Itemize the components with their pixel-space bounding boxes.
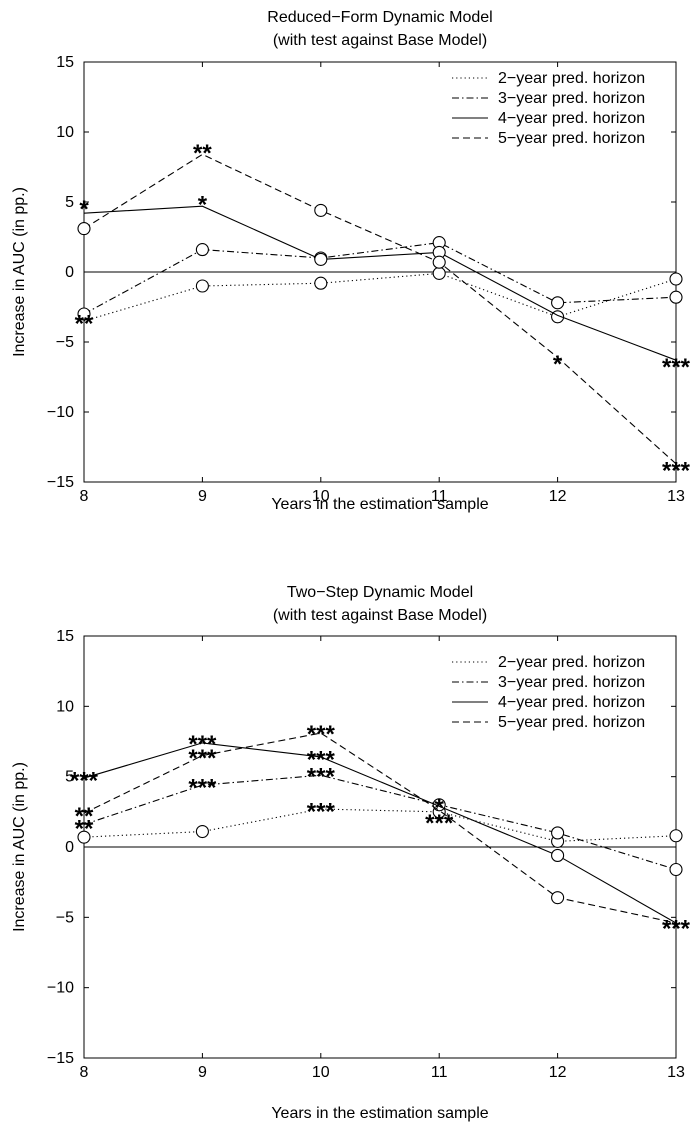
- x-tick-label: 9: [198, 1064, 207, 1081]
- series-line-3-year-pred-horizon: [83, 242, 677, 315]
- data-point-marker: [314, 252, 328, 266]
- significance-label: ***: [425, 810, 454, 837]
- data-point-marker: [669, 272, 683, 286]
- series-line-4-year-pred-horizon: [83, 205, 677, 361]
- series-line-5-year-pred-horizon: [83, 732, 677, 924]
- legend-label: 5−year pred. horizon: [498, 714, 645, 731]
- data-point-marker: [77, 222, 91, 236]
- y-tick-label: 15: [56, 628, 74, 645]
- significance-label: *: [79, 196, 89, 223]
- x-tick-label: 8: [80, 1064, 89, 1081]
- data-point-marker: [314, 276, 328, 290]
- x-axis-label: Years in the estimation sample: [271, 496, 488, 513]
- y-tick-label: 10: [56, 698, 74, 715]
- legend-label: 3−year pred. horizon: [498, 90, 645, 107]
- x-tick-label: 11: [431, 1064, 448, 1081]
- data-point-marker: [551, 848, 565, 862]
- data-point-marker: [551, 296, 565, 310]
- x-tick-label: 13: [667, 488, 685, 505]
- x-tick-label: 12: [549, 1064, 567, 1081]
- series-line-3-year-pred-horizon: [83, 774, 677, 871]
- series-line-5-year-pred-horizon: [83, 153, 677, 465]
- x-tick-label: 8: [80, 488, 89, 505]
- x-tick-label: 13: [667, 1064, 685, 1081]
- significance-label: ***: [188, 745, 217, 772]
- data-point-marker: [551, 891, 565, 905]
- significance-label: ***: [662, 915, 690, 942]
- x-axis-label: Years in the estimation sample: [271, 1105, 488, 1122]
- y-tick-label: −15: [47, 1050, 74, 1067]
- significance-label: ***: [307, 763, 336, 790]
- y-axis-label: Increase in AUC (in pp.): [11, 187, 28, 357]
- data-point-marker: [669, 290, 683, 304]
- y-tick-label: −10: [47, 404, 74, 421]
- data-point-marker: [314, 203, 328, 217]
- series-line-2-year-pred-horizon: [83, 272, 677, 322]
- y-axis-label: Increase in AUC (in pp.): [11, 762, 28, 932]
- significance-label: *: [553, 351, 563, 378]
- significance-label: *: [198, 192, 208, 219]
- significance-label: ***: [307, 747, 336, 774]
- y-tick-label: −15: [47, 474, 74, 491]
- significance-label: **: [193, 140, 212, 167]
- data-point-marker: [77, 307, 91, 321]
- legend-label: 2−year pred. horizon: [498, 654, 645, 671]
- legend-label: 2−year pred. horizon: [498, 70, 645, 87]
- data-point-marker: [551, 826, 565, 840]
- significance-label: ***: [662, 354, 690, 381]
- significance-label: ***: [662, 458, 690, 485]
- chart-title: Two−Step Dynamic Model: [287, 584, 473, 601]
- y-tick-label: −5: [56, 909, 74, 926]
- significance-label: **: [75, 815, 94, 842]
- y-tick-label: 0: [65, 264, 74, 281]
- data-point-marker: [669, 829, 683, 843]
- legend-label: 3−year pred. horizon: [498, 674, 645, 691]
- data-point-marker: [432, 266, 446, 280]
- x-tick-label: 12: [549, 488, 567, 505]
- chart-title: Reduced−Form Dynamic Model: [267, 9, 492, 26]
- legend-label: 4−year pred. horizon: [498, 694, 645, 711]
- y-tick-label: −10: [47, 980, 74, 997]
- y-tick-label: 5: [65, 194, 74, 211]
- significance-label: *: [435, 794, 445, 821]
- significance-label: ***: [188, 731, 217, 758]
- data-point-marker: [195, 243, 209, 257]
- legend-label: 5−year pred. horizon: [498, 130, 645, 147]
- significance-label: **: [75, 311, 94, 338]
- panel-reduced-form: Reduced−Form Dynamic Model (with test aga…: [11, 9, 690, 513]
- data-point-marker: [195, 824, 209, 839]
- x-tick-label: 10: [312, 488, 330, 505]
- y-tick-label: −5: [56, 334, 74, 351]
- significance-label: **: [75, 803, 94, 830]
- y-tick-label: 10: [56, 124, 74, 141]
- significance-label: ***: [307, 721, 336, 748]
- chart-subtitle: (with test against Base Model): [273, 32, 487, 49]
- chart-subtitle: (with test against Base Model): [273, 607, 487, 624]
- significance-label: ***: [70, 768, 99, 795]
- x-tick-label: 9: [198, 488, 207, 505]
- x-tick-label: 11: [431, 488, 448, 505]
- x-tick-label: 10: [312, 1064, 330, 1081]
- series-line-4-year-pred-horizon: [83, 742, 677, 924]
- legend-label: 4−year pred. horizon: [498, 110, 645, 127]
- series-line-2-year-pred-horizon: [83, 808, 677, 842]
- significance-label: ***: [307, 799, 336, 826]
- data-point-marker: [432, 255, 446, 269]
- data-point-marker: [77, 830, 91, 844]
- y-tick-label: 0: [65, 839, 74, 856]
- y-tick-label: 5: [65, 769, 74, 786]
- data-point-marker: [195, 279, 209, 293]
- y-tick-label: 15: [56, 54, 74, 71]
- panel-two-step: Two−Step Dynamic Model (with test against…: [11, 584, 690, 1122]
- significance-label: ***: [188, 775, 217, 802]
- data-point-marker: [669, 862, 683, 877]
